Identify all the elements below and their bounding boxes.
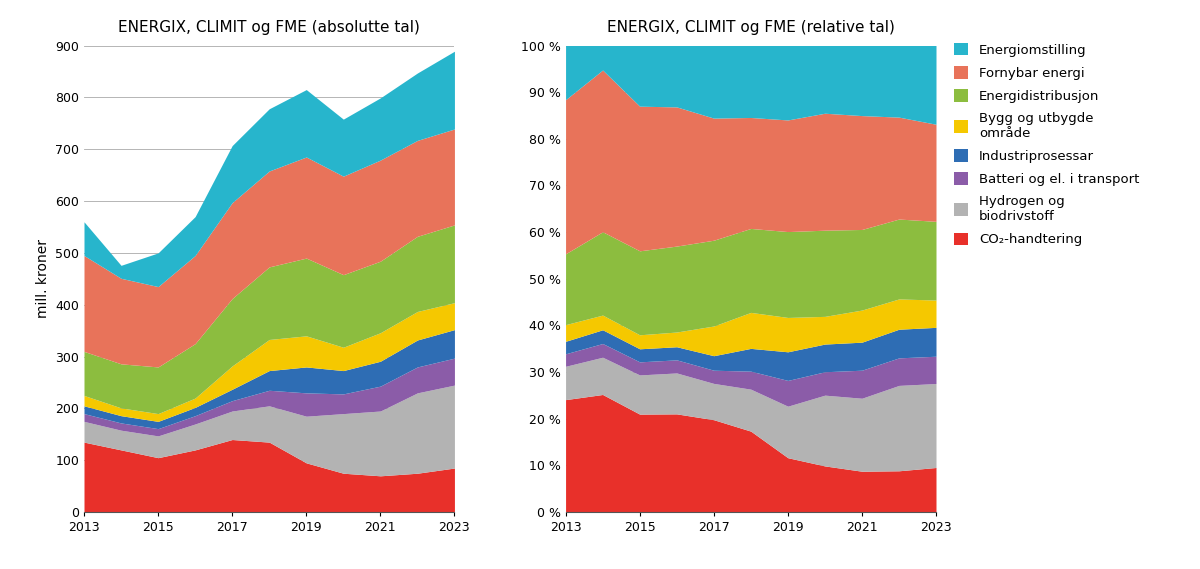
Title: ENERGIX, CLIMIT og FME (absolutte tal): ENERGIX, CLIMIT og FME (absolutte tal) [119,20,420,35]
Legend: Energiomstilling, Fornybar energi, Energidistribusjon, Bygg og utbygde
område, I: Energiomstilling, Fornybar energi, Energ… [954,43,1139,246]
Title: ENERGIX, CLIMIT og FME (relative tal): ENERGIX, CLIMIT og FME (relative tal) [607,20,895,35]
Y-axis label: mill. kroner: mill. kroner [36,240,49,318]
